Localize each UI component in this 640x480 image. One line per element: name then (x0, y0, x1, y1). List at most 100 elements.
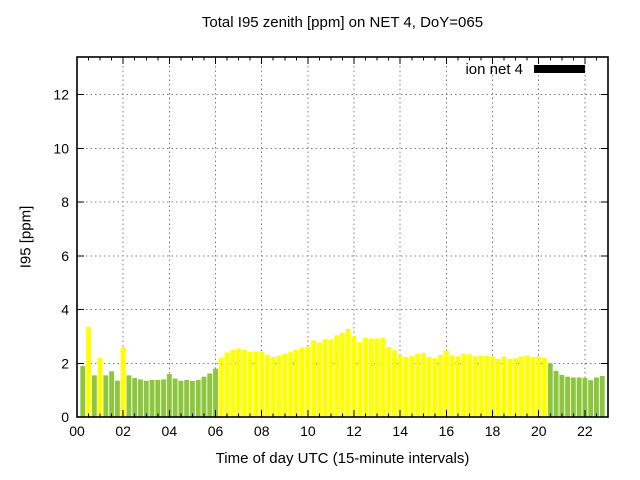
y-tick-label: 4 (61, 302, 69, 318)
bar-10:15 (311, 340, 317, 417)
x-tick-label: 20 (531, 423, 547, 439)
bar-02:00 (120, 347, 126, 417)
bar-11:30 (340, 332, 345, 417)
bar-17:00 (467, 354, 472, 417)
x-tick-label: 14 (392, 423, 408, 439)
bar-20:15 (542, 357, 547, 417)
legend: ion net 4 (465, 61, 585, 78)
bar-04:45 (184, 379, 190, 417)
bar-00:45 (91, 375, 97, 417)
bars-layer (80, 327, 605, 417)
bar-04:15 (172, 378, 178, 417)
bar-22:00 (582, 378, 588, 417)
bar-22:30 (594, 377, 599, 417)
bar-13:45 (392, 350, 397, 417)
bar-10:30 (316, 342, 322, 417)
bar-16:45 (461, 353, 467, 417)
bar-14:30 (409, 356, 415, 417)
bar-09:00 (282, 353, 288, 417)
bar-09:30 (293, 349, 299, 417)
bar-10:45 (322, 339, 328, 417)
y-tick-label: 10 (53, 140, 69, 156)
bar-18:30 (501, 356, 507, 417)
legend-label: ion net 4 (465, 61, 523, 78)
x-tick-label: 12 (346, 423, 362, 439)
bar-21:00 (559, 374, 565, 417)
bar-04:00 (166, 374, 172, 417)
bar-09:15 (288, 352, 293, 417)
bar-12:45 (368, 338, 374, 417)
bar-22:45 (599, 375, 605, 417)
bar-14:15 (403, 357, 409, 417)
bar-21:30 (570, 377, 576, 417)
bar-15:30 (432, 358, 438, 417)
bar-07:45 (253, 351, 259, 417)
bar-12:00 (351, 336, 357, 417)
bar-08:30 (270, 357, 276, 417)
x-tick-label: 16 (439, 423, 455, 439)
x-tick-label: 18 (485, 423, 501, 439)
bar-05:15 (195, 379, 201, 417)
x-axis-label: Time of day UTC (15-minute intervals) (215, 450, 470, 467)
bar-20:45 (553, 370, 559, 417)
bar-19:45 (530, 357, 536, 417)
bar-18:15 (495, 358, 501, 417)
bar-06:45 (230, 349, 236, 417)
bar-20:00 (536, 356, 542, 417)
y-tick-label: 6 (61, 248, 69, 264)
bar-07:30 (247, 351, 253, 417)
legend-swatch (534, 65, 585, 73)
bar-17:30 (478, 355, 484, 417)
x-tick-label: 08 (254, 423, 270, 439)
bar-03:45 (161, 379, 167, 417)
bar-18:00 (490, 356, 496, 417)
bar-12:15 (357, 342, 363, 417)
y-tick-label: 0 (61, 409, 69, 425)
bar-08:00 (259, 351, 265, 417)
bar-03:00 (143, 380, 149, 417)
bar-13:00 (374, 338, 380, 417)
bar-07:00 (236, 348, 242, 417)
bar-06:00 (213, 368, 218, 417)
bar-13:30 (386, 347, 392, 417)
bar-00:15 (80, 365, 86, 417)
bar-15:00 (420, 353, 426, 417)
x-tick-label: 22 (577, 423, 593, 439)
bar-16:30 (455, 356, 461, 417)
bar-01:30 (109, 371, 115, 417)
bar-15:15 (426, 357, 432, 417)
bar-05:45 (207, 373, 213, 417)
bar-18:45 (507, 358, 513, 417)
chart-title: Total I95 zenith [ppm] on NET 4, DoY=065 (201, 14, 484, 31)
bar-17:45 (484, 355, 490, 417)
bar-01:15 (103, 375, 109, 417)
plot-frame (76, 56, 609, 418)
bar-17:15 (472, 356, 478, 417)
bar-14:00 (397, 355, 403, 417)
bar-11:45 (345, 328, 351, 417)
bar-22:15 (588, 380, 594, 417)
y-tick-label: 12 (53, 87, 69, 103)
bar-11:00 (328, 339, 334, 417)
bar-02:30 (132, 378, 138, 417)
bar-20:30 (547, 363, 553, 417)
y-tick-label: 8 (61, 194, 69, 210)
bar-03:15 (149, 379, 155, 417)
bar-19:15 (518, 356, 524, 417)
bar-15:45 (438, 354, 444, 417)
bar-02:45 (138, 379, 143, 417)
x-tick-label: 06 (208, 423, 224, 439)
bar-19:00 (513, 358, 519, 417)
bar-21:15 (565, 376, 571, 417)
bar-13:15 (380, 337, 386, 417)
x-tick-label: 04 (162, 423, 178, 439)
bar-21:45 (576, 377, 582, 417)
bar-06:15 (218, 357, 224, 417)
bar-07:15 (241, 349, 247, 417)
bar-11:15 (334, 335, 340, 417)
bar-02:15 (126, 375, 132, 417)
bar-09:45 (299, 347, 305, 417)
bar-00:30 (86, 327, 91, 417)
